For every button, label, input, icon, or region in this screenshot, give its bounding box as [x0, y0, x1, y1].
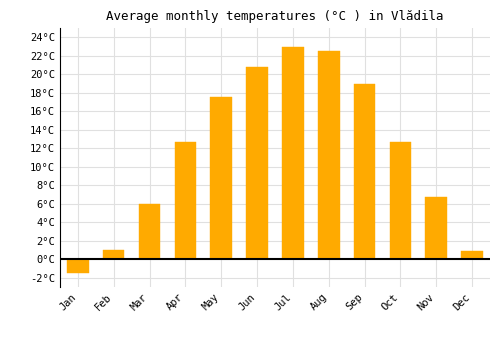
- Bar: [282, 47, 304, 259]
- Bar: [139, 204, 160, 259]
- Bar: [103, 250, 124, 259]
- Bar: [67, 259, 88, 273]
- Bar: [246, 67, 268, 259]
- Bar: [318, 51, 340, 259]
- Title: Average monthly temperatures (°C ) in Vlădila: Average monthly temperatures (°C ) in Vl…: [106, 10, 444, 23]
- Bar: [174, 142, 196, 259]
- Bar: [390, 142, 411, 259]
- Bar: [210, 97, 232, 259]
- Bar: [354, 84, 376, 259]
- Bar: [426, 197, 447, 259]
- Bar: [462, 251, 483, 259]
